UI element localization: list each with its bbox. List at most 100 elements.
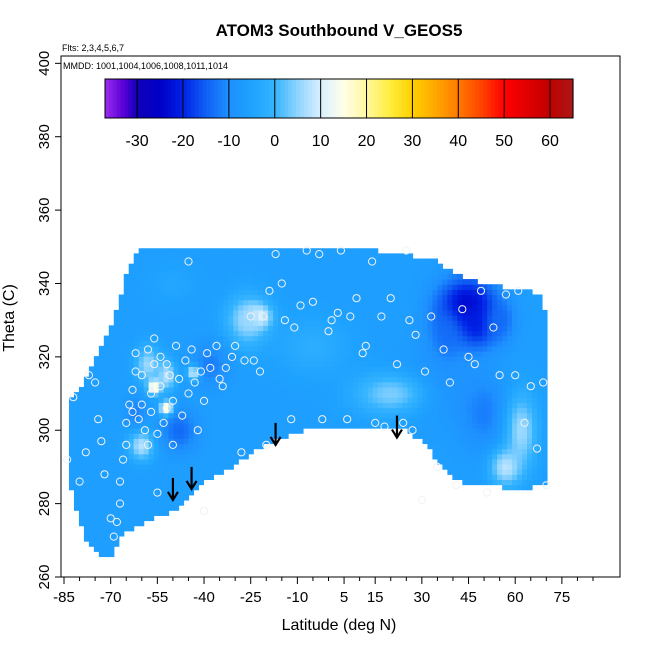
heatmap-cell <box>168 299 175 306</box>
heatmap-cell <box>298 330 304 337</box>
heatmap-cell <box>163 320 170 326</box>
heatmap-cell <box>362 315 369 321</box>
heatmap-cell <box>417 356 424 362</box>
heatmap-cell <box>298 386 304 393</box>
heatmap-cell <box>497 469 503 475</box>
heatmap-cell <box>208 258 214 265</box>
heatmap-cell <box>263 315 269 321</box>
heatmap-cell <box>482 469 488 475</box>
heatmap-cell <box>288 345 294 352</box>
heatmap-cell <box>457 335 463 342</box>
heatmap-cell <box>536 412 543 419</box>
heatmap-cell <box>447 376 453 383</box>
heatmap-cell <box>327 294 334 301</box>
heatmap-cell <box>427 428 434 434</box>
heatmap-cell <box>93 428 100 434</box>
x-tick-label: -40 <box>193 589 215 606</box>
colorbar-segment <box>257 79 262 118</box>
observation-point <box>203 349 212 358</box>
heatmap-cell <box>243 268 249 275</box>
heatmap-cell <box>512 376 518 383</box>
colorbar-segment <box>163 79 168 118</box>
heatmap-cell <box>342 376 349 383</box>
observation-point <box>221 363 230 372</box>
heatmap-cell <box>372 279 379 285</box>
heatmap-cell <box>462 453 468 460</box>
heatmap-cell <box>502 417 508 424</box>
heatmap-cell <box>387 417 394 424</box>
heatmap-cell <box>223 350 229 357</box>
heatmap-cell <box>372 422 379 429</box>
heatmap-cell <box>103 335 110 342</box>
heatmap-cell <box>327 330 334 337</box>
heatmap-cell <box>432 325 439 332</box>
heatmap-cell <box>118 417 125 424</box>
heatmap-cell <box>437 304 443 311</box>
heatmap-cell <box>278 417 284 424</box>
heatmap-cell <box>302 407 309 414</box>
heatmap-cell <box>228 463 234 470</box>
heatmap-cell <box>307 309 314 316</box>
heatmap-cell <box>283 412 289 419</box>
heatmap-cell <box>492 407 498 414</box>
heatmap-cell <box>188 304 195 311</box>
colorbar-segment <box>514 79 519 118</box>
heatmap-cell <box>143 315 150 321</box>
heatmap-cell <box>382 361 389 367</box>
heatmap-cell <box>298 381 304 388</box>
heatmap-cell <box>273 356 279 362</box>
heatmap-cell <box>407 381 414 388</box>
colorbar-segment <box>229 79 235 118</box>
heatmap-cell <box>432 397 439 403</box>
heatmap-cell <box>213 309 219 316</box>
heatmap-cell <box>452 381 458 388</box>
heatmap-cell <box>248 330 254 337</box>
heatmap-cell <box>541 469 548 475</box>
heatmap-cell <box>228 279 234 285</box>
heatmap-cell <box>407 402 414 409</box>
heatmap-cell <box>168 315 175 321</box>
heatmap-cell <box>133 484 140 491</box>
heatmap-cell <box>422 330 429 337</box>
heatmap-cell <box>98 551 105 558</box>
heatmap-cell <box>477 304 483 311</box>
heatmap-cell <box>337 366 344 373</box>
heatmap-cell <box>367 397 374 403</box>
heatmap-cell <box>317 284 324 290</box>
heatmap-cell <box>437 381 443 388</box>
heatmap-cell <box>322 386 329 393</box>
heatmap-cell <box>163 304 170 311</box>
heatmap-cell <box>208 335 214 342</box>
heatmap-cell <box>462 474 468 481</box>
heatmap-cell <box>213 386 219 393</box>
heatmap-cell <box>123 489 130 496</box>
heatmap-cell <box>88 458 95 465</box>
heatmap-cell <box>258 258 264 265</box>
heatmap-cell <box>432 371 439 378</box>
heatmap-cell <box>288 417 294 424</box>
heatmap-cell <box>108 443 115 450</box>
heatmap-cell <box>158 335 165 342</box>
heatmap-cell <box>536 315 543 321</box>
heatmap-cell <box>387 386 394 393</box>
heatmap-cell <box>507 304 513 311</box>
heatmap-cell <box>293 371 299 378</box>
heatmap-cell <box>88 443 95 450</box>
heatmap-cell <box>198 453 205 460</box>
heatmap-cell <box>123 392 130 398</box>
heatmap-cell <box>482 412 488 419</box>
heatmap-cell <box>298 350 304 357</box>
heatmap-cell <box>163 438 170 445</box>
heatmap-cell <box>243 438 249 445</box>
heatmap-cell <box>362 294 369 301</box>
heatmap-cell <box>213 443 219 450</box>
heatmap-cell <box>178 428 185 434</box>
heatmap-cell <box>223 309 229 316</box>
heatmap-cell <box>298 407 304 414</box>
heatmap-cell <box>188 443 195 450</box>
heatmap-cell <box>238 428 244 434</box>
heatmap-cell <box>173 284 180 290</box>
heatmap-cell <box>467 417 473 424</box>
heatmap-cell <box>123 279 130 285</box>
heatmap-cell <box>387 330 394 337</box>
